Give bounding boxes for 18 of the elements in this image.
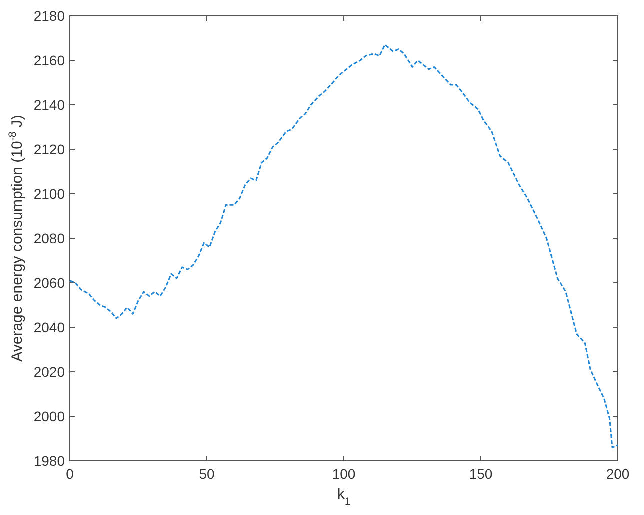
y-tick-label: 2100 <box>34 186 66 202</box>
x-tick-label: 200 <box>606 466 630 482</box>
y-tick-label: 2120 <box>34 142 66 158</box>
line-series <box>69 44 619 448</box>
x-tick-label: 150 <box>469 466 493 482</box>
y-tick-label: 2040 <box>34 320 66 336</box>
y-tick-label: 1980 <box>34 453 66 469</box>
y-tick-label: 2180 <box>34 8 66 24</box>
x-tick-label: 0 <box>66 466 74 482</box>
y-tick-label: 2000 <box>34 408 66 424</box>
y-tick-label: 2140 <box>34 97 66 113</box>
y-tick-label: 2060 <box>34 275 66 291</box>
x-tick-label: 50 <box>199 466 215 482</box>
y-tick-label: 2080 <box>34 230 66 246</box>
y-tick-label: 2160 <box>34 52 66 68</box>
x-tick-label: 100 <box>332 466 356 482</box>
x-axis-title: k$_{1}$ <box>337 486 351 508</box>
y-tick-label: 2020 <box>34 364 66 380</box>
